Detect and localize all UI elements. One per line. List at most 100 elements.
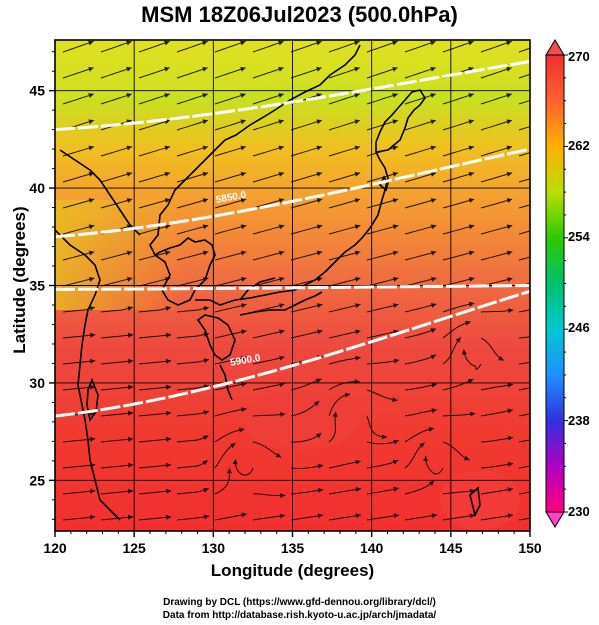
streamline [214,172,247,183]
streamline [442,277,475,287]
streamline [100,67,132,79]
streamline [62,490,96,495]
streamline-arrow [468,119,474,125]
streamline-arrow [280,493,286,498]
streamline [252,330,285,339]
streamline [290,330,323,339]
streamline-arrow [506,250,513,256]
streamline-arrow [467,379,474,384]
streamline-arrow [88,145,94,151]
streamline-arrow [241,407,247,412]
streamline [290,464,324,470]
streamline-arrow [278,93,284,98]
streamline-arrow [317,513,323,519]
streamline-arrow [355,276,361,282]
streamline-arrow [430,66,436,72]
streamline [328,251,361,261]
streamline-arrow [126,171,133,177]
streamline-arrow [507,408,513,414]
streamline [480,119,513,131]
streamline-arrow [226,468,232,474]
streamline-arrow [128,488,134,494]
x-axis-ticks: 120 125 130 135 140 145 150 [43,531,542,556]
streamline [463,349,482,371]
streamline-arrow [164,171,171,177]
streamline [404,40,436,53]
streamline [100,412,134,417]
streamline [100,464,134,469]
y-tick-label-25: 25 [29,472,45,488]
streamline [290,198,323,209]
streamline [100,386,134,391]
streamline [328,40,360,53]
streamline [62,360,96,365]
streamline [214,468,230,495]
streamline-arrow [469,513,475,519]
streamline-arrow [507,487,513,493]
streamline-arrow [354,93,360,98]
streamline [62,198,95,209]
streamline [62,67,94,79]
streamline-arrow [88,198,95,203]
contour-line-1 [55,59,530,132]
streamline-arrow [240,224,247,230]
streamline [214,40,246,53]
streamline [252,514,286,521]
streamline-arrow [239,427,245,433]
streamline [404,251,437,261]
streamline [138,334,172,339]
streamline [214,303,247,313]
streamline [62,438,96,443]
streamline [518,517,530,521]
streamline-arrow [430,119,436,125]
streamline-arrow [126,93,132,98]
colorbar-label-270: 270 [568,49,590,64]
streamline-arrow [455,337,461,343]
streamline-arrow [278,119,284,125]
streamline-arrow [278,66,284,72]
y-tick-label-35: 35 [29,278,45,294]
streamline-arrow [354,66,360,72]
streamline-arrow [202,145,208,151]
streamline-arrow [468,301,475,307]
streamline [138,516,172,521]
streamline [290,172,323,183]
streamline [442,40,474,53]
streamline-arrow [316,198,323,203]
streamline-arrow [203,358,209,364]
streamline [100,172,133,183]
streamline-arrow [506,198,513,203]
streamline-arrow [203,514,210,520]
streamline-arrow [127,276,133,282]
streamline [138,40,170,53]
streamline-arrow [392,40,398,46]
streamline [252,146,285,157]
streamline [62,334,96,339]
streamline-arrow [355,513,361,519]
streamline-arrow [393,276,399,282]
streamline [100,251,133,261]
streamline [214,408,247,417]
streamline [425,455,444,475]
streamline-arrow [88,66,94,72]
streamline-arrow [90,436,96,442]
streamline [518,361,530,365]
streamline-arrow [430,224,437,230]
streamline [518,256,530,261]
streamline-arrow [470,411,476,417]
x-tick-label-135: 135 [281,540,305,556]
streamline [290,514,324,521]
streamline [480,198,513,209]
streamline [138,360,172,365]
streamline-arrow [431,276,437,282]
streamline [442,146,475,157]
streamline-arrow [461,349,467,355]
streamline [138,306,172,313]
streamline-arrow [468,224,475,230]
streamline-arrow [278,224,285,230]
streamline [176,515,210,521]
streamline-arrow [393,358,400,364]
streamline [480,383,513,391]
streamline-arrow [506,93,512,98]
streamline [62,225,95,235]
